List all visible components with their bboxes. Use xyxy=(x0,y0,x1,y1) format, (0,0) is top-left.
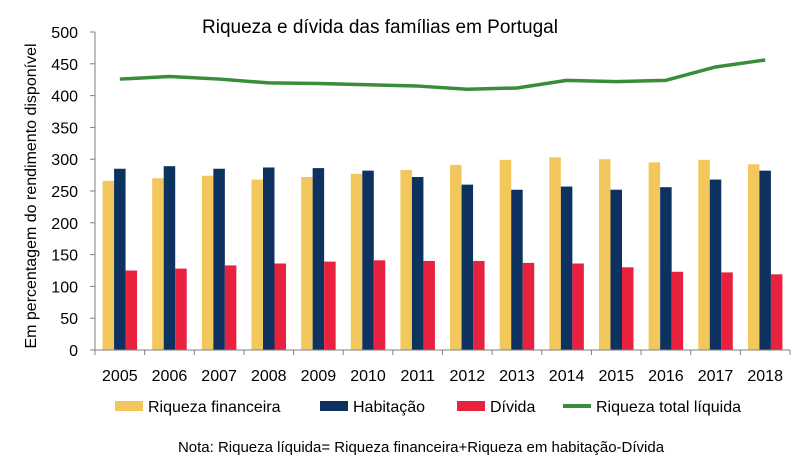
bar xyxy=(312,168,325,350)
y-tick-label: 500 xyxy=(51,25,78,42)
legend-label: Riqueza total líquida xyxy=(596,399,741,416)
bar xyxy=(473,260,485,350)
x-tick-label: 2007 xyxy=(201,368,237,385)
y-tick-labels: 0 50 100 150 200 250 300 350 400 450 500 xyxy=(51,25,78,360)
bar xyxy=(263,167,275,350)
y-tick-label: 400 xyxy=(51,89,78,106)
bar xyxy=(721,272,733,350)
bar xyxy=(560,186,573,350)
bar xyxy=(511,189,523,350)
x-tick-label: 2009 xyxy=(301,368,337,385)
legend-label: Riqueza financeira xyxy=(148,399,281,416)
bar xyxy=(698,159,710,350)
bar xyxy=(213,168,225,350)
bar xyxy=(251,179,263,350)
bar xyxy=(549,157,561,350)
bar xyxy=(610,189,622,350)
x-tick-label: 2012 xyxy=(450,368,486,385)
bar xyxy=(201,175,214,350)
x-tick-label: 2014 xyxy=(549,368,585,385)
chart-note: Nota: Riqueza líquida= Riqueza financeir… xyxy=(178,439,665,456)
x-tick-label: 2008 xyxy=(251,368,287,385)
bar xyxy=(709,179,722,350)
bar xyxy=(114,168,126,350)
bar xyxy=(461,184,474,350)
x-tick-label: 2011 xyxy=(400,368,435,385)
x-tick-label: 2006 xyxy=(152,368,188,385)
y-tick-label: 50 xyxy=(60,311,78,328)
y-tick-label: 0 xyxy=(69,343,78,360)
chart-title: Riqueza e dívida das famílias em Portuga… xyxy=(202,17,558,38)
bar xyxy=(350,173,363,350)
y-tick-label: 300 xyxy=(51,152,78,169)
bar xyxy=(362,170,374,350)
y-tick-label: 100 xyxy=(51,279,78,296)
bar xyxy=(671,271,684,350)
bar xyxy=(622,267,634,350)
bar xyxy=(163,166,176,350)
line-series-path xyxy=(119,58,766,91)
bar xyxy=(572,263,584,350)
x-tick-label: 2017 xyxy=(698,368,734,385)
legend-swatch xyxy=(457,401,485,411)
bar xyxy=(747,164,760,350)
bar xyxy=(125,270,138,350)
x-tick-label: 2016 xyxy=(648,368,684,385)
bar xyxy=(224,265,237,350)
bar xyxy=(759,170,771,350)
bars xyxy=(102,157,783,350)
x-tick-label: 2010 xyxy=(350,368,386,385)
y-tick-label: 200 xyxy=(51,216,78,233)
bar xyxy=(373,260,386,350)
x-tick-labels: 2005 2006 2007 2008 2009 2010 2011 2012 2013 2014… xyxy=(102,368,783,385)
x-tick-label: 2018 xyxy=(747,368,783,385)
y-tick-label: 250 xyxy=(51,184,78,201)
x-tick-label: 2005 xyxy=(102,368,138,385)
bar xyxy=(301,177,313,350)
bar xyxy=(522,262,535,350)
legend: Riqueza financeira Habitação Dívida Riqueza… xyxy=(115,399,741,416)
y-tick-label: 450 xyxy=(51,57,78,74)
legend-label: Habitação xyxy=(353,399,425,416)
line-series xyxy=(119,58,766,91)
axes xyxy=(90,31,791,355)
bar xyxy=(400,170,412,350)
bar xyxy=(599,159,611,350)
bar xyxy=(274,263,286,350)
x-tick-label: 2013 xyxy=(499,368,535,385)
bar xyxy=(423,260,435,350)
bar xyxy=(450,164,462,350)
bar xyxy=(324,261,336,350)
y-tick-label: 350 xyxy=(51,120,78,137)
y-tick-label: 150 xyxy=(51,248,78,265)
bar xyxy=(499,159,512,350)
legend-label: Dívida xyxy=(490,399,535,416)
bar xyxy=(102,180,115,350)
y-axis-label: Em percentagem do rendimento disponível xyxy=(23,43,40,348)
bar xyxy=(175,268,187,350)
legend-swatch xyxy=(320,401,348,411)
legend-swatch xyxy=(115,401,143,411)
bar xyxy=(648,162,661,350)
bar xyxy=(660,187,672,350)
x-tick-label: 2015 xyxy=(598,368,634,385)
bar xyxy=(770,274,783,350)
bar xyxy=(152,178,164,350)
bar xyxy=(411,177,424,350)
